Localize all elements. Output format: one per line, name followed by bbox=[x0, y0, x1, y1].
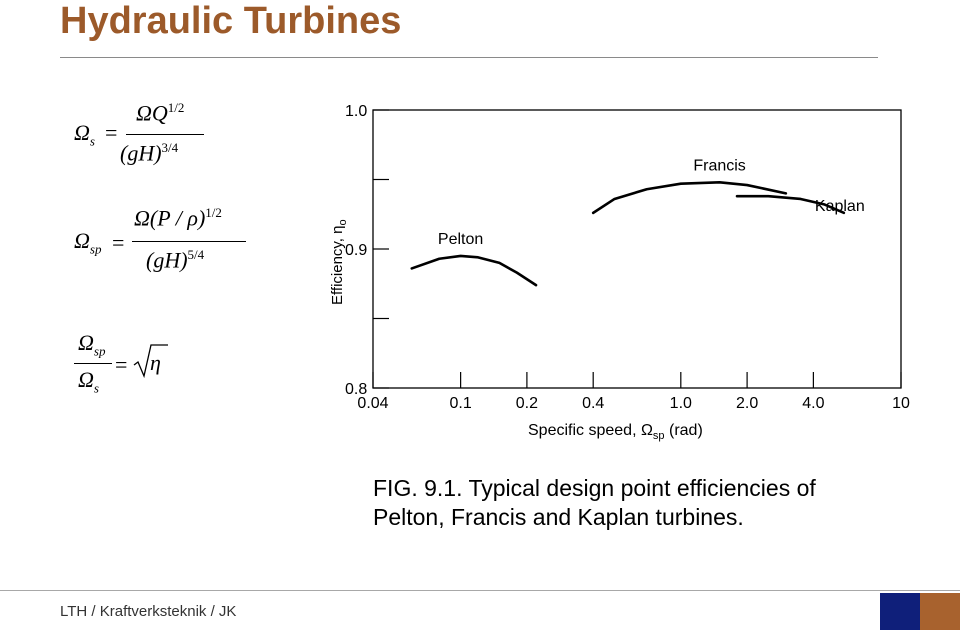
caption-line-1: FIG. 9.1. Typical design point efficienc… bbox=[373, 475, 816, 501]
x-tick-label: 1.0 bbox=[670, 395, 692, 412]
x-tick-label: 2.0 bbox=[736, 395, 758, 412]
series-label-francis: Francis bbox=[693, 157, 745, 174]
y-tick-label: 1.0 bbox=[345, 103, 367, 120]
page-title: Hydraulic Turbines bbox=[60, 0, 402, 42]
f3-rhs: η bbox=[150, 350, 161, 375]
x-tick-label: 0.04 bbox=[357, 395, 388, 412]
caption-line-2: Pelton, Francis and Kaplan turbines. bbox=[373, 504, 744, 530]
y-tick-label: 0.9 bbox=[345, 242, 367, 259]
footer-logo-block-blue bbox=[880, 593, 920, 630]
x-tick-label: 10 bbox=[892, 395, 910, 412]
f2-numerator: Ω(P / ρ)1/2 bbox=[134, 205, 222, 231]
f2-denominator: (gH)5/4 bbox=[146, 247, 205, 273]
x-tick-label: 0.2 bbox=[516, 395, 538, 412]
x-tick-label: 0.4 bbox=[582, 395, 604, 412]
footer-text: LTH / Kraftverksteknik / JK bbox=[60, 603, 237, 620]
series-line-pelton bbox=[410, 254, 538, 287]
f1-equals: = bbox=[105, 120, 118, 145]
y-tick-label: 0.8 bbox=[345, 381, 367, 398]
f1-denominator: (gH)3/4 bbox=[120, 140, 179, 166]
footer-divider bbox=[0, 590, 960, 591]
x-axis-label: Specific speed, Ωsp (rad) bbox=[528, 422, 703, 442]
series-label-kaplan: Kaplan bbox=[815, 198, 865, 215]
x-tick-label: 0.1 bbox=[449, 395, 471, 412]
series-line-kaplan bbox=[735, 194, 846, 215]
f1-fraction-line bbox=[126, 134, 204, 135]
plot-frame bbox=[372, 109, 902, 389]
f1-numerator: ΩQ1/2 bbox=[136, 100, 185, 126]
f3-equals: = bbox=[115, 352, 128, 377]
figure-caption: FIG. 9.1. Typical design point efficienc… bbox=[373, 474, 893, 532]
series-label-pelton: Pelton bbox=[438, 231, 483, 248]
footer-logo-block-brown bbox=[920, 593, 960, 630]
title-divider bbox=[60, 57, 878, 58]
f2-equals: = bbox=[112, 230, 125, 255]
f3-fraction-line bbox=[74, 363, 112, 364]
f3-denominator: Ωs bbox=[78, 367, 99, 396]
x-tick-label: 4.0 bbox=[802, 395, 824, 412]
f2-lhs: Ωsp bbox=[74, 228, 102, 257]
sqrt-symbol bbox=[133, 344, 168, 379]
f1-lhs: Ωs bbox=[74, 120, 95, 149]
f2-fraction-line bbox=[132, 241, 246, 242]
f3-numerator: Ωsp bbox=[78, 330, 106, 359]
y-axis-label: Efficiency, ηo bbox=[329, 219, 349, 305]
series-line-francis bbox=[591, 180, 788, 215]
